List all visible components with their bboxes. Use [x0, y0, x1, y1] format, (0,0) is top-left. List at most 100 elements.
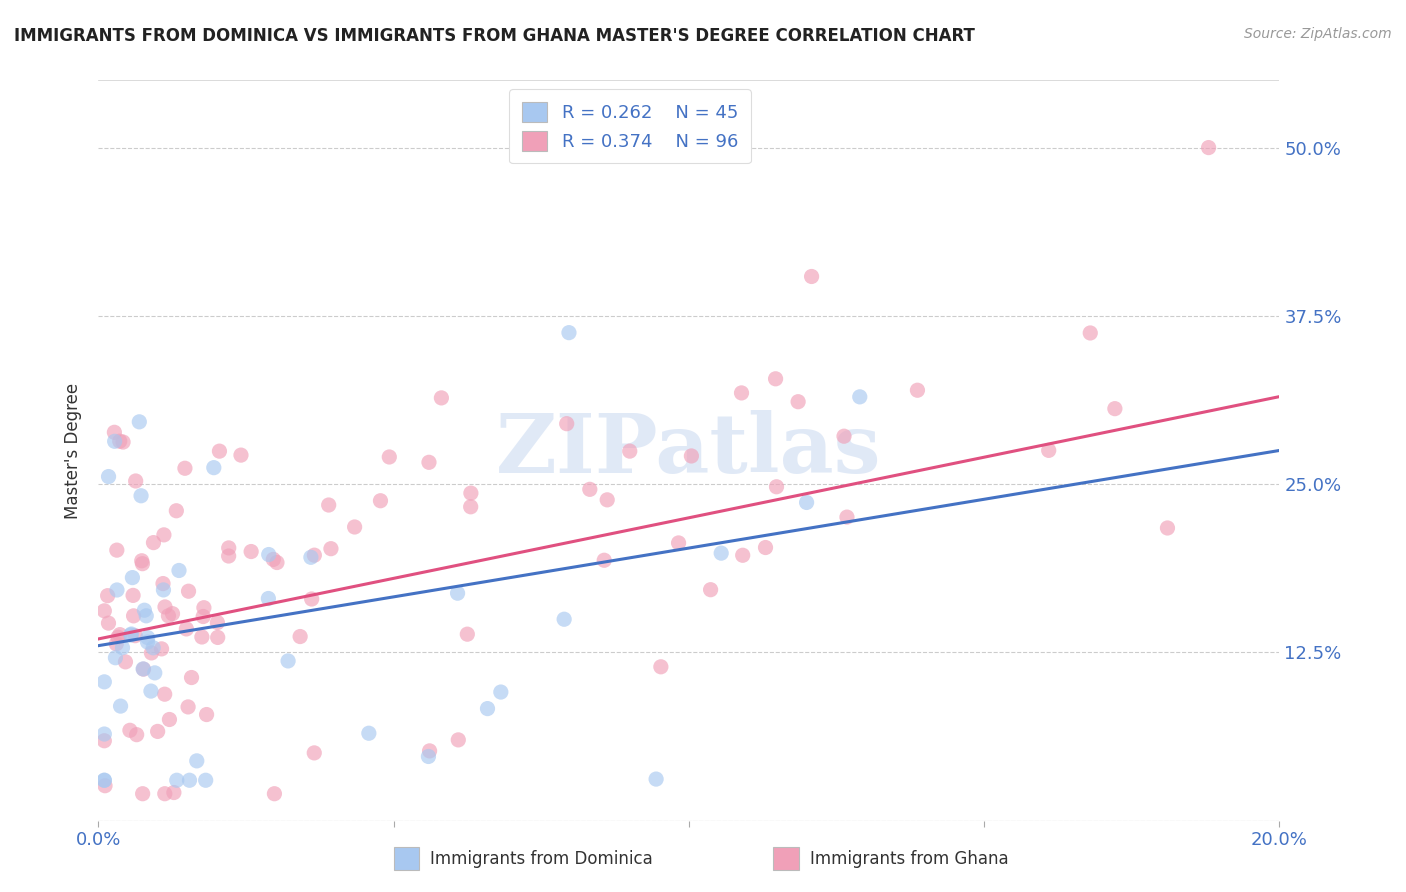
Point	[800, 269, 823, 284]
Point	[263, 787, 285, 801]
Y-axis label: Master's Degree: Master's Degree	[65, 383, 83, 518]
Point	[419, 744, 441, 758]
Point	[553, 612, 575, 626]
Point	[218, 549, 240, 563]
Point	[131, 554, 153, 568]
Point	[146, 724, 169, 739]
Point	[202, 460, 225, 475]
Point	[418, 455, 440, 469]
Point	[907, 383, 929, 397]
Point	[699, 582, 721, 597]
Point	[1198, 140, 1220, 154]
Point	[132, 662, 155, 676]
Point	[120, 627, 142, 641]
Point	[832, 429, 855, 443]
Point	[489, 685, 512, 699]
Point	[849, 390, 872, 404]
Point	[152, 576, 174, 591]
Point	[93, 773, 115, 788]
Point	[319, 541, 342, 556]
Point	[142, 640, 165, 655]
Point	[456, 627, 478, 641]
Point	[447, 732, 470, 747]
Point	[136, 635, 159, 649]
Point	[142, 535, 165, 549]
Point	[645, 772, 668, 786]
Point	[262, 552, 284, 566]
Point	[124, 629, 146, 643]
Point	[153, 687, 176, 701]
Point	[163, 785, 186, 799]
Point	[357, 726, 380, 740]
Point	[208, 444, 231, 458]
Point	[650, 660, 672, 674]
Point	[765, 480, 787, 494]
Text: Immigrants from Dominica: Immigrants from Dominica	[430, 849, 652, 868]
Point	[165, 504, 187, 518]
Point	[177, 700, 200, 714]
Point	[136, 631, 159, 645]
Point	[1078, 326, 1101, 340]
Point	[266, 556, 288, 570]
Point	[93, 773, 115, 788]
Point	[301, 592, 323, 607]
Point	[93, 674, 115, 689]
Point	[207, 631, 229, 645]
Point	[120, 628, 142, 642]
Point	[186, 754, 208, 768]
Point	[195, 707, 218, 722]
Point	[787, 394, 810, 409]
Point	[430, 391, 453, 405]
Point	[97, 589, 120, 603]
Point	[105, 582, 128, 597]
Point	[179, 773, 201, 788]
Point	[555, 417, 578, 431]
Point	[796, 495, 818, 509]
Point	[835, 510, 858, 524]
Point	[229, 448, 252, 462]
Point	[159, 713, 181, 727]
Point	[132, 662, 155, 676]
Point	[128, 415, 150, 429]
Point	[103, 425, 125, 440]
Point	[446, 586, 468, 600]
Point	[108, 434, 131, 449]
Point	[153, 599, 176, 614]
Point	[121, 571, 143, 585]
Point	[754, 541, 776, 555]
Point	[162, 607, 184, 621]
Point	[191, 630, 214, 644]
Point	[125, 474, 148, 488]
Text: IMMIGRANTS FROM DOMINICA VS IMMIGRANTS FROM GHANA MASTER'S DEGREE CORRELATION CH: IMMIGRANTS FROM DOMINICA VS IMMIGRANTS F…	[14, 27, 974, 45]
Point	[710, 546, 733, 560]
Point	[129, 489, 152, 503]
Point	[277, 654, 299, 668]
Point	[150, 641, 173, 656]
Point	[122, 588, 145, 602]
Point	[122, 608, 145, 623]
Text: Immigrants from Ghana: Immigrants from Ghana	[810, 849, 1008, 868]
Point	[288, 630, 311, 644]
Text: ZIPatlas: ZIPatlas	[496, 410, 882, 491]
Point	[257, 591, 280, 606]
Point	[1156, 521, 1178, 535]
Point	[112, 435, 135, 450]
Point	[299, 550, 322, 565]
Point	[131, 787, 153, 801]
Point	[477, 701, 499, 715]
Point	[193, 600, 215, 615]
Point	[1104, 401, 1126, 416]
Point	[418, 749, 440, 764]
Point	[180, 671, 202, 685]
Point	[378, 450, 401, 464]
Point	[257, 548, 280, 562]
Point	[460, 500, 482, 514]
Point	[370, 493, 392, 508]
Point	[1038, 443, 1060, 458]
Point	[593, 553, 616, 567]
Point	[460, 486, 482, 500]
Point	[131, 557, 153, 571]
Point	[93, 733, 115, 747]
Point	[104, 650, 127, 665]
Point	[176, 622, 198, 636]
